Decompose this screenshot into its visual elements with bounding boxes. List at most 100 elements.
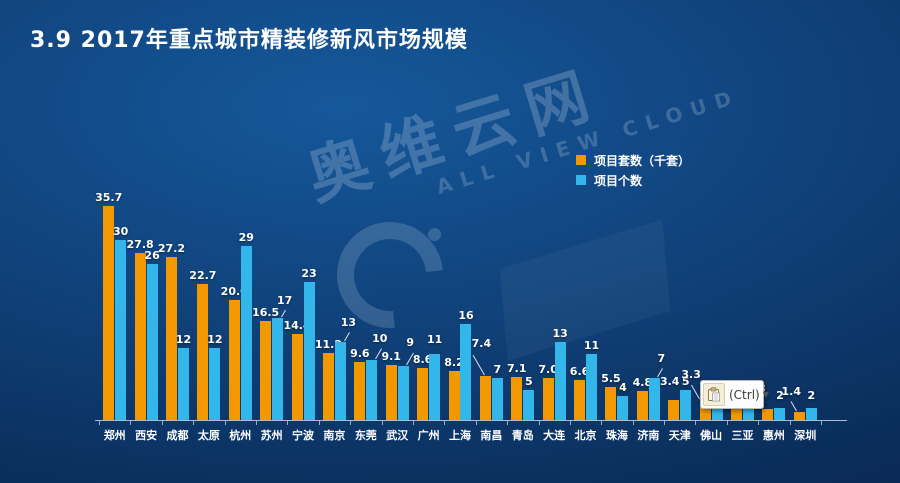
category-label-深圳: 深圳 xyxy=(794,429,817,442)
value-label-项目个数-深圳: 2 xyxy=(807,389,816,402)
bar-项目个数-成都[interactable] xyxy=(177,348,189,420)
bar-项目套数（千套）-郑州[interactable] xyxy=(103,205,115,420)
bar-项目套数（千套）-西安[interactable] xyxy=(134,253,146,420)
category-label-南京: 南京 xyxy=(323,429,346,442)
axis-tick xyxy=(632,421,634,425)
bar-项目个数-郑州[interactable] xyxy=(115,240,127,420)
bar-项目套数（千套）-三亚[interactable] xyxy=(731,402,743,420)
bar-项目个数-苏州[interactable] xyxy=(272,318,284,420)
legend-label: 项目套数（千套） xyxy=(594,153,691,168)
bar-项目套数（千套）-宁波[interactable] xyxy=(291,333,303,420)
paste-options-button[interactable]: (Ctrl) ▼ xyxy=(700,380,769,409)
value-label-项目套数（千套）-青岛: 7.1 xyxy=(507,362,527,376)
bar-项目个数-三亚[interactable] xyxy=(743,403,754,420)
bar-项目套数（千套）-天津[interactable] xyxy=(668,399,680,420)
bar-项目个数-深圳[interactable] xyxy=(805,408,817,420)
bar-项目个数-珠海[interactable] xyxy=(617,396,629,420)
bar-项目个数-上海[interactable] xyxy=(460,324,472,420)
bar-项目个数-北京[interactable] xyxy=(586,354,598,420)
bar-项目套数（千套）-深圳[interactable] xyxy=(793,411,805,420)
bar-group-惠州: 1.82 xyxy=(746,0,789,420)
bar-项目套数（千套）-北京[interactable] xyxy=(574,380,586,420)
bar-group-东莞: 9.6 10 xyxy=(350,0,387,420)
bar-项目个数-西安[interactable] xyxy=(146,264,158,420)
legend-item-projects[interactable]: 项目个数 xyxy=(576,171,690,189)
value-label-项目套数（千套）-宁波: 14.4 xyxy=(283,318,311,332)
bar-group-南京: 11.2 13 xyxy=(315,0,356,420)
legend-label: 项目个数 xyxy=(594,173,643,188)
value-label-项目套数（千套）-北京: 6.6 xyxy=(569,365,590,379)
axis-tick xyxy=(130,421,132,425)
bar-group-太原: 22.7 12 xyxy=(189,0,224,420)
bar-项目个数-广州[interactable] xyxy=(429,354,441,420)
category-label-大连: 大连 xyxy=(543,429,566,442)
bar-项目套数（千套）-惠州[interactable] xyxy=(762,409,774,420)
bar-项目个数-南昌[interactable] xyxy=(491,378,503,420)
bar-项目个数-惠州[interactable] xyxy=(774,408,786,420)
value-label-项目套数（千套）-南京: 11.2 xyxy=(314,337,342,351)
label-leader-line xyxy=(790,400,797,411)
value-label-项目个数-南京: 13 xyxy=(340,316,357,329)
bar-group-珠海: 5.5 4 xyxy=(601,0,632,420)
bar-group-大连: 7.0 13 xyxy=(538,0,569,420)
axis-tick xyxy=(224,421,226,425)
bar-项目套数（千套）-济南[interactable] xyxy=(636,391,648,420)
legend-item-units[interactable]: 项目套数（千套） xyxy=(576,151,690,169)
bar-项目个数-青岛[interactable] xyxy=(523,390,535,420)
axis-tick xyxy=(381,421,383,425)
bar-项目套数（千套）-上海[interactable] xyxy=(448,370,460,420)
bar-项目个数-天津[interactable] xyxy=(680,390,692,420)
bar-项目个数-太原[interactable] xyxy=(209,348,221,420)
axis-tick xyxy=(789,421,791,425)
bar-项目套数（千套）-苏州[interactable] xyxy=(260,321,272,420)
bar-项目套数（千套）-太原[interactable] xyxy=(197,283,209,420)
bar-group-武汉: 9.1 9 xyxy=(381,0,415,420)
axis-tick xyxy=(664,421,665,425)
bar-项目套数（千套）-青岛[interactable] xyxy=(511,377,523,420)
bar-项目套数（千套）-广州[interactable] xyxy=(417,368,429,420)
bar-group-西安: 27.8 26 xyxy=(127,0,161,420)
bar-项目个数-大连[interactable] xyxy=(554,342,566,420)
value-label-项目个数-武汉: 9 xyxy=(406,336,415,349)
axis-tick xyxy=(507,421,509,425)
value-label-项目套数（千套）-天津: 3.4 xyxy=(659,374,680,388)
bar-项目个数-佛山[interactable] xyxy=(711,399,723,420)
bar-项目套数（千套）-成都[interactable] xyxy=(165,256,177,420)
bar-group-宁波: 14.4 23 xyxy=(283,0,318,420)
value-label-项目套数（千套）-杭州: 20.0 xyxy=(220,285,248,298)
axis-tick xyxy=(350,421,352,425)
bar-项目套数（千套）-武汉[interactable] xyxy=(385,365,397,420)
bar-group-郑州: 35.7 30 xyxy=(95,0,130,420)
bar-项目个数-东莞[interactable] xyxy=(366,360,378,420)
axis-tick xyxy=(821,421,822,425)
value-label-项目个数-青岛: 5 xyxy=(524,375,533,388)
value-label-项目个数-济南: 7 xyxy=(657,352,666,365)
value-label-项目套数（千套）-苏州: 16.5 xyxy=(252,306,280,319)
value-label-项目个数-北京: 11 xyxy=(583,339,600,352)
bar-项目个数-南京[interactable] xyxy=(334,342,346,420)
bar-项目套数（千套）-大连[interactable] xyxy=(542,378,554,420)
bar-项目个数-武汉[interactable] xyxy=(397,366,409,420)
page-title: 3.9 2017年重点城市精装修新风市场规模 xyxy=(30,28,468,53)
bar-项目套数（千套）-佛山[interactable] xyxy=(699,400,711,420)
bar-项目套数（千套）-杭州[interactable] xyxy=(228,300,240,420)
axis-tick xyxy=(444,421,446,425)
category-label-东莞: 东莞 xyxy=(354,429,377,442)
value-label-项目个数-惠州: 2 xyxy=(776,389,784,402)
x-axis-category-labels: 郑州 西安 成都 太原 杭州 苏州 宁波 南京 东莞 武汉 广州 上海 南昌 青岛 大连 北京 珠海 济南 天津 佛山… xyxy=(99,427,821,443)
bar-group-三亚 xyxy=(727,0,758,420)
chevron-down-icon[interactable]: ▼ xyxy=(762,390,769,399)
bar-项目套数（千套）-东莞[interactable] xyxy=(354,362,366,420)
category-label-广州: 广州 xyxy=(417,429,440,442)
bar-项目套数（千套）-南京[interactable] xyxy=(322,352,334,420)
bar-项目套数（千套）-珠海[interactable] xyxy=(605,387,617,420)
bar-项目个数-济南[interactable] xyxy=(648,378,660,420)
axis-tick xyxy=(475,421,477,425)
value-label-项目个数-东莞: 10 xyxy=(372,332,388,345)
category-label-上海: 上海 xyxy=(448,429,471,442)
bar-项目个数-宁波[interactable] xyxy=(303,282,315,420)
bar-项目个数-杭州[interactable] xyxy=(240,246,252,420)
axis-tick xyxy=(161,421,163,425)
bar-项目套数（千套）-南昌[interactable] xyxy=(479,375,491,420)
value-label-项目个数-珠海: 4 xyxy=(619,381,627,394)
